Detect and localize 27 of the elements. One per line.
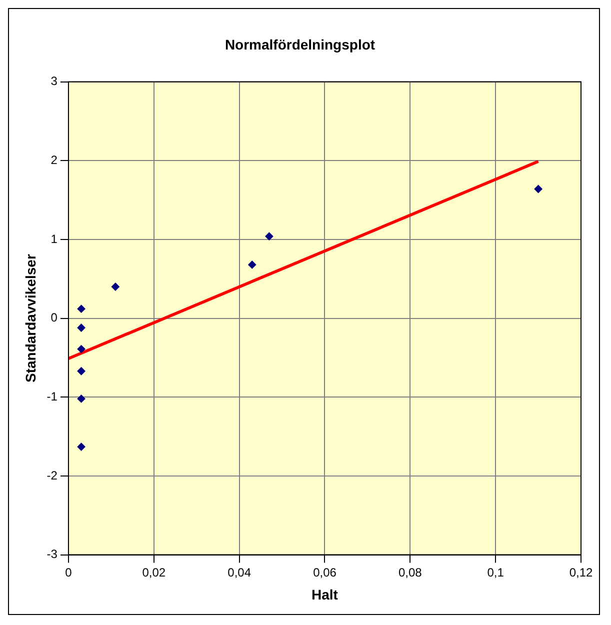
point <box>265 232 274 240</box>
point <box>77 367 86 376</box>
point <box>534 185 542 194</box>
x-tick-label: 0,12 <box>569 565 593 580</box>
x-tick-label: 0,08 <box>398 565 422 580</box>
y-tick-label: -1 <box>46 389 58 404</box>
x-tick-label: 0,04 <box>228 565 252 580</box>
x-tick-label: 0,1 <box>487 565 504 580</box>
point <box>111 282 120 291</box>
point <box>77 324 86 332</box>
x-tick-label: 0 <box>65 565 72 580</box>
point <box>77 442 86 451</box>
chart-title: Normalfördelningsplot <box>224 36 376 52</box>
point <box>77 394 86 403</box>
y-tick-label: -2 <box>46 468 58 482</box>
x-axis-title: Halt <box>312 586 338 602</box>
y-tick-label: 0 <box>50 310 58 325</box>
y-tick-label: -3 <box>46 547 58 562</box>
y-tick-label: 2 <box>50 152 58 167</box>
y-tick-label: 1 <box>50 232 58 246</box>
x-tick-label: 0,02 <box>142 565 166 580</box>
y-axis-title: Standardavvikelser <box>22 254 38 383</box>
x-tick-label: 0,06 <box>313 565 337 580</box>
point <box>77 345 86 354</box>
y-tick-label: 3 <box>50 74 58 88</box>
point <box>248 260 256 269</box>
point <box>77 304 86 313</box>
